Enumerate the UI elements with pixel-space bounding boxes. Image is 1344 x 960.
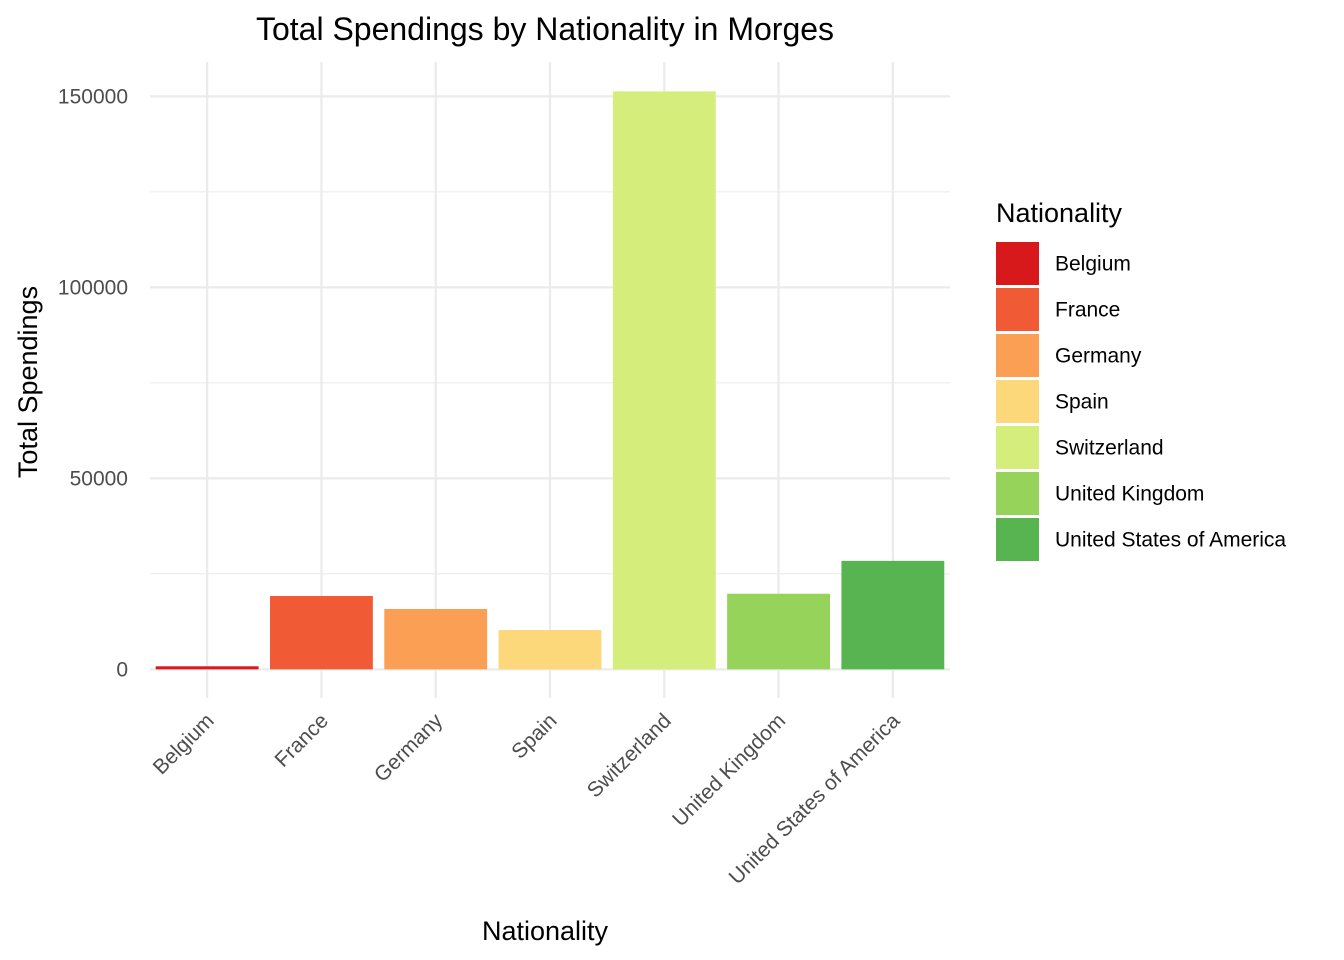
x-tick-label: Germany [370, 709, 448, 787]
legend-label: Germany [1055, 345, 1142, 368]
y-axis-title: Total Spendings [13, 286, 43, 478]
chart-title: Total Spendings by Nationality in Morges [256, 11, 834, 47]
legend-label: United States of America [1055, 529, 1286, 552]
bars [155, 91, 945, 670]
legend-swatch [996, 472, 1039, 515]
bar-united-states-of-america [841, 560, 945, 670]
bar-belgium [155, 666, 259, 670]
x-tick-label: Spain [507, 709, 561, 763]
y-tick-label: 0 [116, 658, 128, 681]
legend-label: United Kingdom [1055, 483, 1204, 506]
x-axis-ticks: Belgium France Germany Spain SwitzerlandUnit… [149, 709, 905, 889]
bar-spain [498, 630, 602, 670]
legend-label: Switzerland [1055, 437, 1164, 460]
x-tick-label: France [270, 709, 332, 771]
bar-united-kingdom [727, 593, 830, 670]
bar-switzerland [612, 91, 716, 670]
legend-swatch [996, 426, 1039, 469]
legend-label: France [1055, 299, 1120, 322]
x-tick-label: Switzerland [583, 709, 676, 802]
legend-swatch [996, 242, 1039, 285]
x-tick-label: Belgium [149, 709, 219, 779]
x-axis-title: Nationality [482, 916, 609, 946]
legend-items: Belgium France Germany Spain Switzerland Unit… [996, 242, 1286, 561]
legend-swatch [996, 380, 1039, 423]
x-tick-label: United Kingdom [668, 709, 790, 831]
legend-label: Belgium [1055, 253, 1131, 276]
bar-germany [384, 608, 488, 670]
y-tick-label: 150000 [58, 85, 128, 108]
legend-title: Nationality [996, 198, 1123, 228]
legend-swatch [996, 288, 1039, 331]
legend-swatch [996, 334, 1039, 377]
y-tick-label: 100000 [58, 276, 128, 299]
legend-label: Spain [1055, 391, 1109, 414]
legend: Nationality Belgium France Germany Spain Swi… [996, 198, 1286, 561]
y-tick-label: 50000 [70, 467, 128, 490]
bar-france [270, 596, 373, 670]
legend-swatch [996, 518, 1039, 561]
y-axis-ticks: 0 50000 100000 150000 [58, 85, 128, 681]
